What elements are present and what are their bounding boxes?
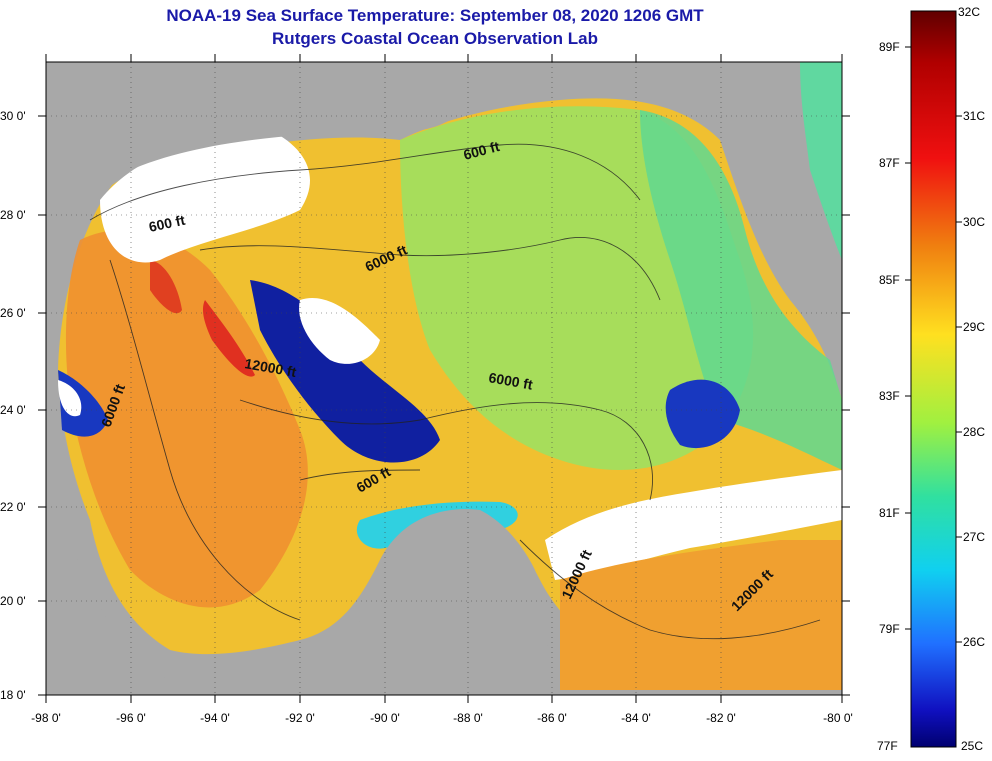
lon-label-82: -82 0' bbox=[706, 711, 736, 725]
map-title: NOAA-19 Sea Surface Temperature: Septemb… bbox=[166, 6, 704, 25]
colorbar-f-89: 89F bbox=[879, 40, 900, 54]
lat-label-20: 20 0' bbox=[0, 594, 26, 608]
lon-label-98: -98 0' bbox=[31, 711, 61, 725]
colorbar-f-83: 83F bbox=[879, 389, 900, 403]
map-subtitle: Rutgers Coastal Ocean Observation Lab bbox=[272, 29, 598, 48]
colorbar-c-28: 28C bbox=[963, 425, 985, 439]
cold-patch-central bbox=[250, 280, 440, 463]
colorbar-c-31: 31C bbox=[963, 109, 985, 123]
lat-label-28: 28 0' bbox=[0, 208, 26, 222]
colorbar-c-27: 27C bbox=[963, 530, 985, 544]
colorbar-c-30: 30C bbox=[963, 215, 985, 229]
colorbar-f-87: 87F bbox=[879, 156, 900, 170]
warm-region-west bbox=[65, 230, 308, 608]
colorbar-f-77: 77F bbox=[877, 739, 898, 753]
colorbar-ticks bbox=[905, 46, 962, 643]
map-border bbox=[45, 61, 843, 696]
lon-label-92: -92 0' bbox=[285, 711, 315, 725]
lon-label-90: -90 0' bbox=[370, 711, 400, 725]
coastal-green bbox=[640, 110, 842, 470]
bathymetry-contours bbox=[89, 143, 821, 640]
colorbar-c-26: 26C bbox=[963, 635, 985, 649]
lon-label-96: -96 0' bbox=[116, 711, 146, 725]
lat-label-26: 26 0' bbox=[0, 306, 26, 320]
us-coast-land bbox=[46, 62, 720, 260]
graticule bbox=[46, 62, 842, 695]
cold-patch-florida-bay bbox=[665, 379, 740, 449]
contour-label-6000ft-e: 6000 ft bbox=[487, 369, 534, 393]
lat-label-30: 30 0' bbox=[0, 109, 26, 123]
cloud-mask-west bbox=[58, 380, 82, 417]
latitude-labels: 30 0' 28 0' 26 0' 24 0' 22 0' 20 0' 18 0… bbox=[0, 109, 26, 702]
mexico-land bbox=[46, 260, 200, 695]
cuba-land bbox=[545, 470, 842, 580]
atlantic-water bbox=[800, 62, 842, 260]
colorbar-f-85: 85F bbox=[879, 273, 900, 287]
cloud-mask-north bbox=[100, 130, 310, 263]
colorbar-c-29: 29C bbox=[963, 320, 985, 334]
lon-label-94: -94 0' bbox=[200, 711, 230, 725]
lon-label-86: -86 0' bbox=[537, 711, 567, 725]
longitude-labels: -98 0' -96 0' -94 0' -92 0' -90 0' -88 0… bbox=[31, 711, 853, 725]
colorbar: 32C 31C 30C 29C 28C 27C 26C 25C 89F 87F … bbox=[877, 5, 985, 753]
cloud-mask-central bbox=[299, 298, 380, 364]
lon-label-80: -80 0' bbox=[823, 711, 853, 725]
red-streak-2 bbox=[202, 300, 255, 377]
lat-label-22: 22 0' bbox=[0, 500, 26, 514]
lat-label-24: 24 0' bbox=[0, 403, 26, 417]
colorbar-c-25: 25C bbox=[961, 739, 983, 753]
red-streak-1 bbox=[150, 260, 182, 314]
axis-ticks bbox=[38, 54, 850, 703]
cuba-sea-south bbox=[560, 540, 842, 690]
colorbar-f-81: 81F bbox=[879, 506, 900, 520]
lon-label-84: -84 0' bbox=[621, 711, 651, 725]
yucatan-land bbox=[356, 509, 550, 695]
contour-label-600ft-nw: 600 ft bbox=[147, 212, 186, 235]
colorbar-f-79: 79F bbox=[879, 622, 900, 636]
lat-label-18: 18 0' bbox=[0, 688, 26, 702]
colorbar-c-32: 32C bbox=[958, 5, 980, 19]
lon-label-88: -88 0' bbox=[453, 711, 483, 725]
colorbar-gradient bbox=[910, 10, 957, 748]
